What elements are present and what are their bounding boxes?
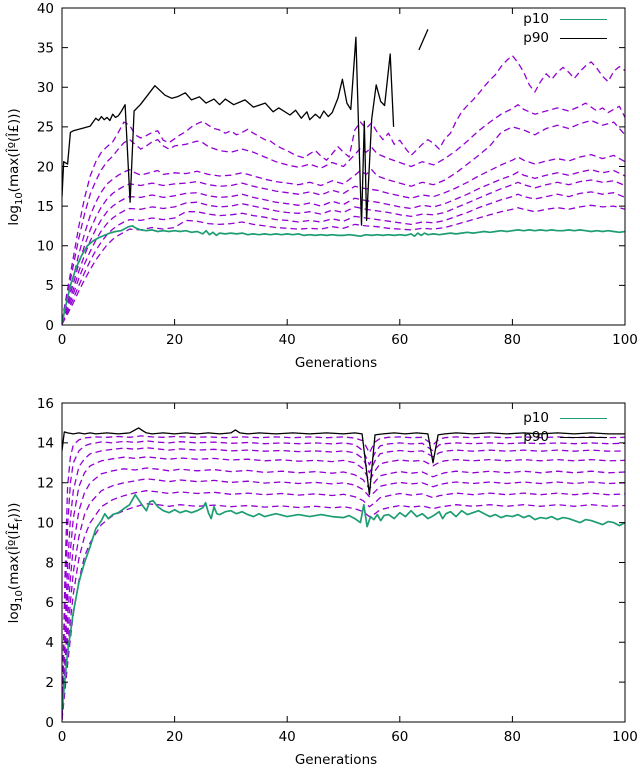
series-line-percentile-dashed-5 xyxy=(62,169,625,324)
y-axis-label-subscript: f xyxy=(14,518,25,522)
y-tick-label: 12 xyxy=(37,476,54,492)
y-axis-label-subscript: 10 xyxy=(14,590,25,603)
y-tick-label: 10 xyxy=(37,515,54,531)
x-tick-label: 40 xyxy=(279,332,296,348)
series-line-percentile-dashed-6 xyxy=(62,179,625,324)
series-group xyxy=(62,29,625,325)
x-tick-label: 60 xyxy=(391,332,408,348)
legend-label: p90 xyxy=(523,30,549,46)
legend-line-sample xyxy=(560,436,607,438)
x-tick-label: 80 xyxy=(504,729,521,745)
legend-entry-p90-top: p90 xyxy=(523,29,607,47)
series-line-percentile-dashed-3 xyxy=(62,447,625,717)
y-axis-label-text: log xyxy=(6,205,22,226)
legend-line-sample xyxy=(560,417,607,419)
y-tick-label: 20 xyxy=(37,159,54,175)
series-line-percentile-dashed-7 xyxy=(62,490,625,721)
legend-label: p10 xyxy=(523,11,549,27)
x-axis-label-bottom: Generations xyxy=(294,752,378,768)
series-line-percentile-dashed-8 xyxy=(62,204,625,325)
y-tick-label: 16 xyxy=(37,396,54,412)
x-tick-label: 60 xyxy=(391,729,408,745)
y-tick-label: 0 xyxy=(45,715,54,731)
y-axis-label-text: log xyxy=(6,602,22,624)
series-line-p10 xyxy=(62,225,625,323)
y-axis-label-bottom: log10(max(Îº(Î£f))) xyxy=(4,403,25,723)
series-line-percentile-dashed-7 xyxy=(62,191,625,325)
series-line-percentile-dashed-6 xyxy=(62,478,625,719)
x-tick-label: 20 xyxy=(166,332,183,348)
y-tick-label: 5 xyxy=(45,278,54,294)
y-axis-label-text: (max(Îº(Î£ xyxy=(6,521,22,591)
series-line-percentile-dashed-2 xyxy=(62,102,625,322)
series-line-percentile-dashed-1 xyxy=(62,54,625,322)
y-tick-label: 14 xyxy=(37,436,54,452)
series-group xyxy=(62,427,625,721)
legend-label: p10 xyxy=(523,410,549,426)
series-line-percentile-dashed-2 xyxy=(62,440,625,715)
x-tick-label: 0 xyxy=(58,729,67,745)
series-line-percentile-dashed-5 xyxy=(62,467,625,719)
x-tick-label: 100 xyxy=(612,332,638,348)
series-line-percentile-dashed-1 xyxy=(62,435,625,715)
series-line-p90 xyxy=(62,427,625,496)
y-tick-label: 4 xyxy=(45,635,54,651)
legend-entry-p10-top: p10 xyxy=(523,10,607,28)
y-tick-label: 25 xyxy=(37,120,54,136)
series-line-p90 xyxy=(62,36,395,226)
series-line-percentile-dashed-3 xyxy=(62,119,625,323)
y-tick-label: 40 xyxy=(37,1,54,17)
y-tick-label: 8 xyxy=(45,555,54,571)
series-line-percentile-dashed-4 xyxy=(62,153,625,323)
legend-line-sample xyxy=(560,37,607,39)
y-tick-label: 0 xyxy=(45,318,54,334)
legend-label: p90 xyxy=(523,429,549,445)
x-axis-label-top: Generations xyxy=(294,355,378,371)
y-tick-label: 10 xyxy=(37,239,54,255)
y-tick-label: 6 xyxy=(45,595,54,611)
x-tick-label: 100 xyxy=(612,729,638,745)
series-line-p10 xyxy=(62,493,625,711)
series-line-p90 xyxy=(418,29,429,51)
legend-entry-p10-bottom: p10 xyxy=(523,409,607,427)
x-tick-label: 80 xyxy=(504,332,521,348)
y-tick-label: 30 xyxy=(37,80,54,96)
y-tick-label: 35 xyxy=(37,40,54,56)
y-axis-label-subscript: 10 xyxy=(14,192,25,206)
series-line-percentile-dashed-4 xyxy=(62,456,625,717)
x-tick-label: 0 xyxy=(58,332,67,348)
x-tick-label: 20 xyxy=(166,729,183,745)
legend-line-sample xyxy=(560,18,607,20)
x-tick-label: 40 xyxy=(279,729,296,745)
series-line-percentile-dashed-8 xyxy=(62,503,625,721)
plot-border xyxy=(61,402,626,723)
legend-entry-p90-bottom: p90 xyxy=(523,428,607,446)
y-axis-label-text: (max(Îº(Î£))) xyxy=(6,108,22,193)
y-axis-label-top: log10(max(Îº(Î£))) xyxy=(4,7,25,327)
y-axis-label-text: ))) xyxy=(6,502,22,519)
y-tick-label: 2 xyxy=(45,675,54,691)
y-tick-label: 15 xyxy=(37,199,54,215)
